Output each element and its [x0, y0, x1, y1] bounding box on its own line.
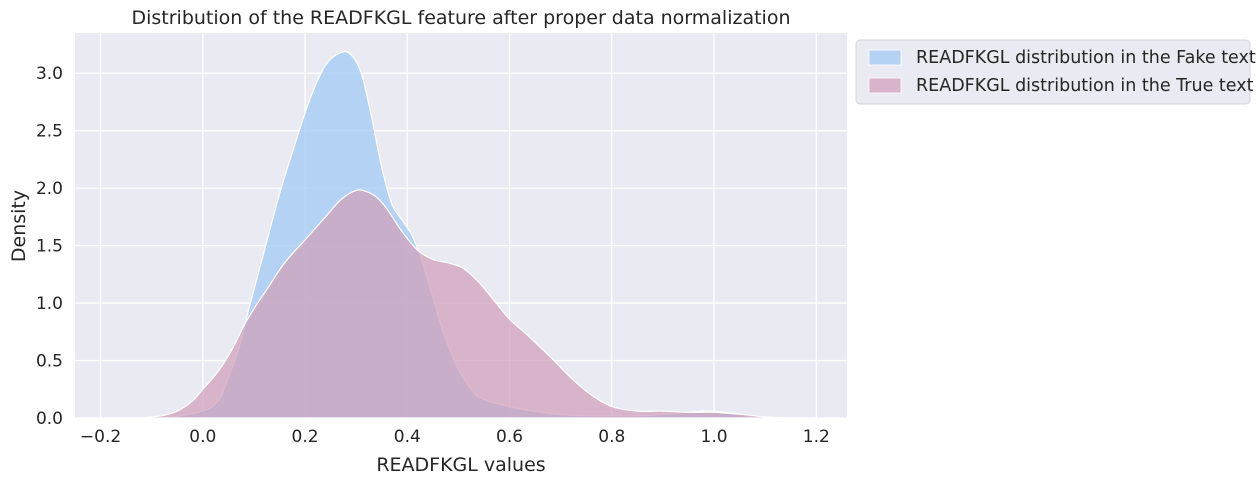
x-axis-title: READFKGL values	[376, 454, 545, 476]
x-tick-label: 0.2	[292, 427, 319, 447]
x-tick-label: −0.2	[80, 427, 121, 447]
x-tick-label: 0.4	[394, 427, 421, 447]
x-tick-label: 0.8	[598, 427, 625, 447]
x-axis: −0.2 0.0 0.2 0.4 0.6 0.8 1.0 1.2	[80, 427, 830, 447]
x-tick-label: 1.2	[803, 427, 830, 447]
kde-area-true	[141, 189, 791, 419]
legend-swatch-fake	[868, 49, 902, 66]
series-layer	[141, 50, 791, 419]
x-tick-label: 0.0	[189, 427, 216, 447]
y-tick-label: 2.0	[36, 179, 63, 199]
chart-title: Distribution of the READFKGL feature aft…	[131, 7, 790, 29]
y-axis-title: Density	[8, 190, 30, 262]
legend-label-true: READFKGL distribution in the True text	[916, 76, 1254, 96]
x-tick-label: 0.6	[496, 427, 523, 447]
y-axis: 0.0 0.5 1.0 1.5 2.0 2.5 3.0	[36, 64, 63, 429]
y-tick-label: 0.5	[36, 352, 63, 372]
legend-label-fake: READFKGL distribution in the Fake text	[916, 48, 1256, 68]
x-tick-label: 1.0	[701, 427, 728, 447]
legend: READFKGL distribution in the Fake text R…	[855, 39, 1256, 105]
y-tick-label: 1.5	[36, 237, 63, 257]
y-tick-label: 0.0	[36, 409, 63, 429]
y-tick-label: 3.0	[36, 64, 63, 84]
legend-swatch-true	[868, 77, 902, 94]
legend-frame	[855, 39, 1251, 105]
y-tick-label: 2.5	[36, 122, 63, 142]
y-tick-label: 1.0	[36, 294, 63, 314]
